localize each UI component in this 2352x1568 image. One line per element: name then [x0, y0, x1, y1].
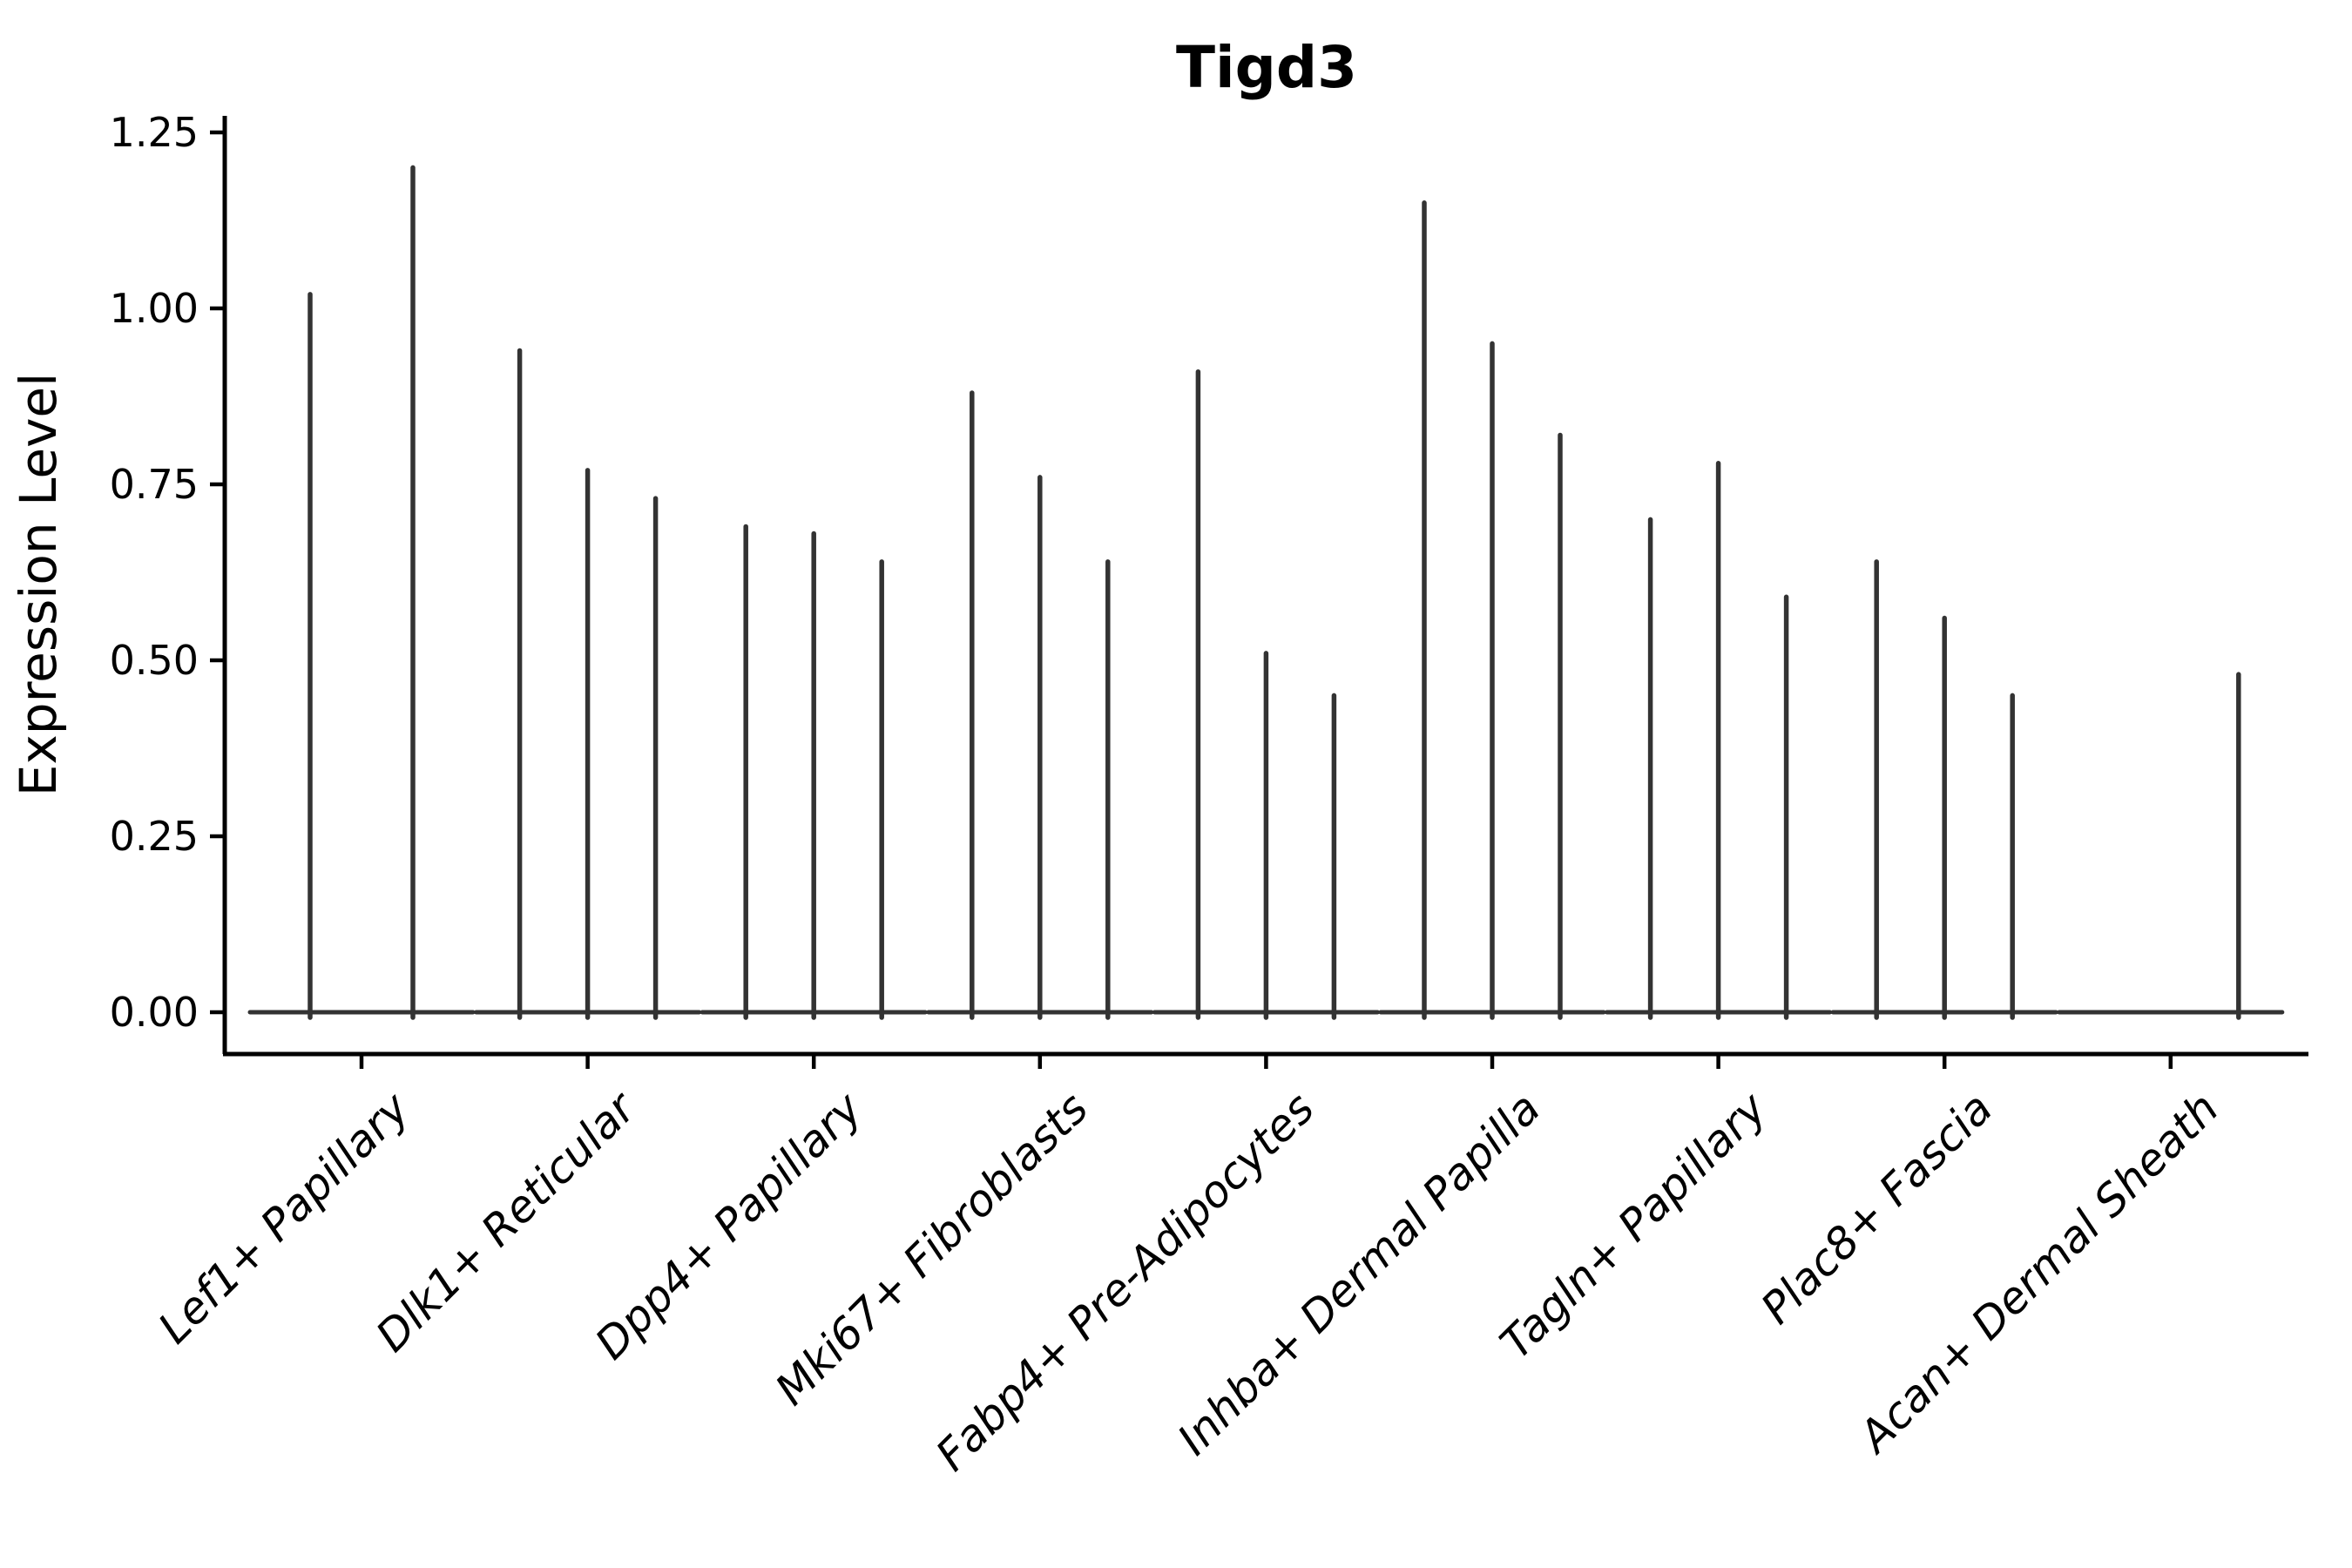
y-axis-label: Expression Level: [9, 373, 68, 796]
y-tick-label: 1.00: [110, 285, 199, 332]
x-axis-ticks: [359, 1054, 2173, 1069]
y-tick-label: 0.25: [110, 813, 199, 860]
y-tick-label: 0.00: [110, 989, 199, 1036]
y-axis-ticks: 0.00 0.25 0.50 0.75 1.00 1.25: [110, 109, 225, 1036]
y-tick-label: 0.75: [110, 461, 199, 508]
violins: [247, 165, 2285, 1020]
y-tick-label: 0.50: [110, 637, 199, 684]
y-tick-label: 1.25: [110, 109, 199, 156]
chart-title: Tigd3: [1176, 34, 1357, 101]
